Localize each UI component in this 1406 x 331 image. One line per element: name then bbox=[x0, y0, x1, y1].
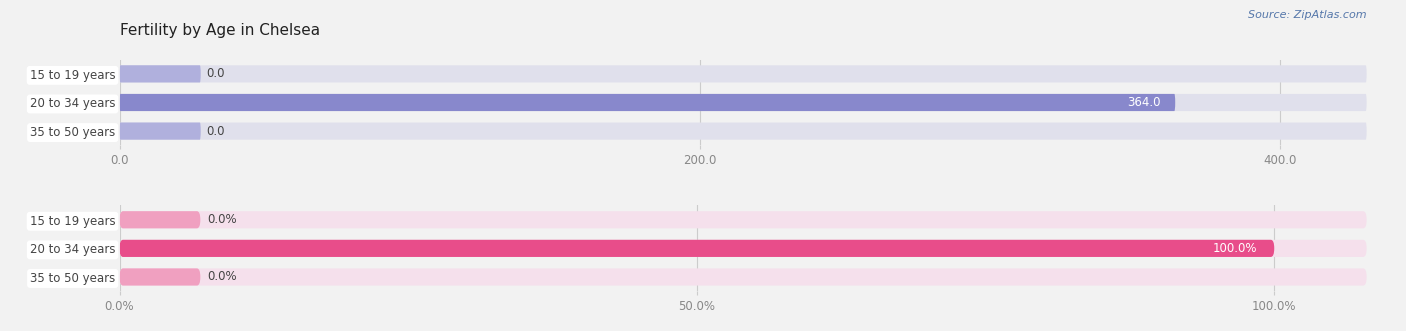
FancyBboxPatch shape bbox=[120, 240, 1367, 257]
FancyBboxPatch shape bbox=[120, 122, 1367, 140]
FancyBboxPatch shape bbox=[120, 268, 1367, 286]
FancyBboxPatch shape bbox=[120, 94, 1367, 111]
Text: 0.0%: 0.0% bbox=[207, 270, 236, 283]
FancyBboxPatch shape bbox=[120, 65, 1367, 82]
FancyBboxPatch shape bbox=[120, 211, 200, 228]
Text: 0.0: 0.0 bbox=[207, 68, 225, 80]
Text: 0.0: 0.0 bbox=[207, 124, 225, 138]
FancyBboxPatch shape bbox=[120, 268, 200, 286]
FancyBboxPatch shape bbox=[120, 240, 1274, 257]
Text: 100.0%: 100.0% bbox=[1212, 242, 1257, 255]
Text: 0.0%: 0.0% bbox=[207, 213, 236, 226]
FancyBboxPatch shape bbox=[120, 211, 1367, 228]
FancyBboxPatch shape bbox=[120, 65, 201, 82]
Text: 364.0: 364.0 bbox=[1128, 96, 1161, 109]
FancyBboxPatch shape bbox=[120, 94, 1175, 111]
Text: Source: ZipAtlas.com: Source: ZipAtlas.com bbox=[1249, 10, 1367, 20]
Text: Fertility by Age in Chelsea: Fertility by Age in Chelsea bbox=[120, 23, 319, 38]
FancyBboxPatch shape bbox=[120, 122, 201, 140]
